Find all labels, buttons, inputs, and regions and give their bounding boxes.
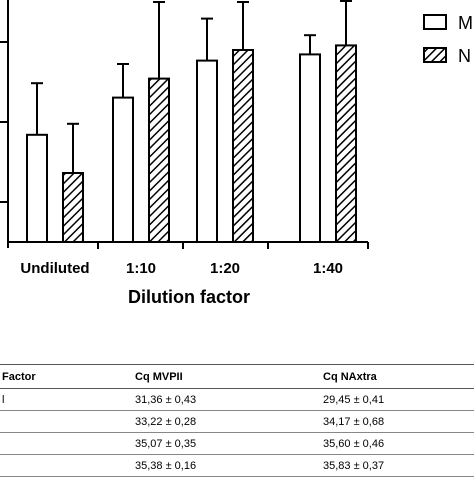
bar-naxtra — [232, 49, 254, 243]
table-cell-cq-mvpii: 33,22 ± 0,28 — [135, 410, 323, 433]
table-cell-cq-mvpii: 31,36 ± 0,43 — [135, 388, 323, 411]
table-row: 33,22 ± 0,28 34,17 ± 0,68 — [0, 410, 474, 433]
bar-naxtra — [335, 44, 357, 244]
legend-swatch-naxtra — [423, 47, 447, 63]
x-tick-label: Undiluted — [20, 260, 89, 277]
table-cell-factor — [0, 454, 135, 477]
table-header-row: Factor Cq MVPII Cq NAxtra — [0, 364, 474, 389]
table-cell-factor — [0, 432, 135, 455]
x-axis-title: Dilution factor — [128, 287, 250, 307]
bar-mvpii — [112, 96, 134, 243]
table-header-factor: Factor — [0, 364, 135, 389]
bar-naxtra — [62, 172, 84, 243]
legend-label: M — [458, 13, 473, 33]
legend-swatch-mvpii — [423, 14, 447, 30]
legend: MN — [423, 13, 473, 66]
table-cell-cq-naxtra: 34,17 ± 0,68 — [323, 410, 474, 433]
x-tick-label: 1:20 — [210, 260, 240, 277]
table-cell-cq-mvpii: 35,07 ± 0,35 — [135, 432, 323, 455]
cq-table: Factor Cq MVPII Cq NAxtra l 31,36 ± 0,43… — [0, 364, 474, 477]
table-header-cq-mvpii: Cq MVPII — [135, 364, 323, 389]
bar-mvpii — [26, 133, 48, 243]
x-tick-label: 1:10 — [126, 260, 156, 277]
table-cell-cq-naxtra: 35,60 ± 0,46 — [323, 432, 474, 455]
table-cell-cq-naxtra: 29,45 ± 0,41 — [323, 388, 474, 411]
table-cell-factor — [0, 410, 135, 433]
table-row: 35,07 ± 0,35 35,60 ± 0,46 — [0, 432, 474, 455]
legend-label: N — [458, 46, 471, 66]
table-row: l 31,36 ± 0,43 29,45 ± 0,41 — [0, 388, 474, 411]
x-tick-label: 1:40 — [313, 260, 343, 277]
table-row: 35,38 ± 0,16 35,83 ± 0,37 — [0, 454, 474, 477]
table-cell-factor: l — [0, 388, 135, 411]
bar-naxtra — [148, 77, 170, 243]
table-cell-cq-naxtra: 35,83 ± 0,37 — [323, 454, 474, 477]
plot-area: Undiluted 1:10 1:20 1:40 — [0, 0, 369, 277]
table-cell-cq-mvpii: 35,38 ± 0,16 — [135, 454, 323, 477]
bar-chart: Undiluted 1:10 1:20 1:40 Dilution factor MN — [0, 0, 473, 307]
bar-mvpii — [196, 59, 218, 243]
table-header-cq-naxtra: Cq NAxtra — [323, 364, 474, 389]
bar-mvpii — [299, 53, 321, 244]
